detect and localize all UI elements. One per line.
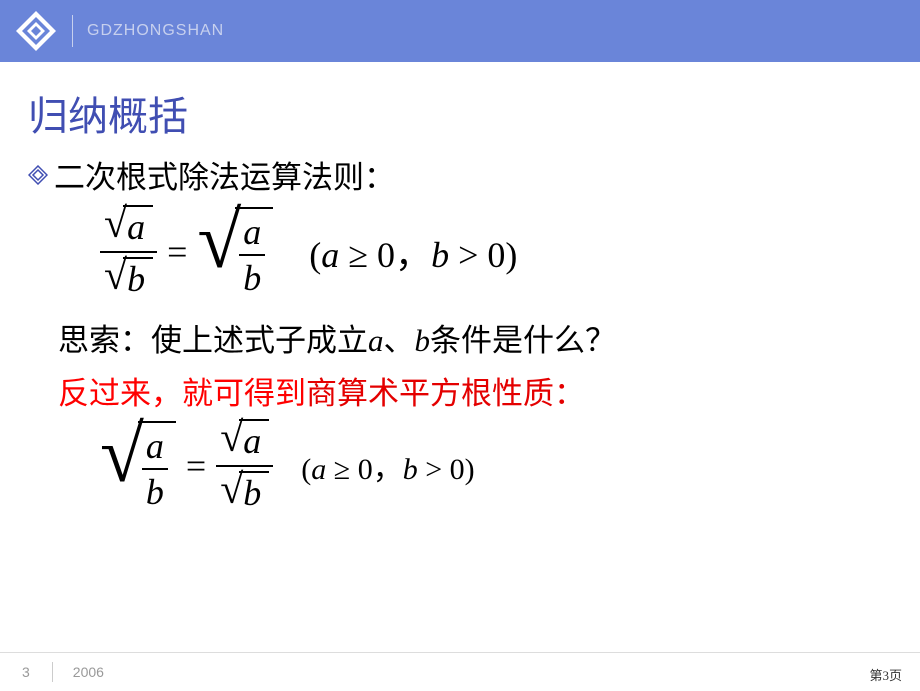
eq1-lhs-num: a bbox=[123, 205, 153, 245]
eq2-lhs-den: b bbox=[142, 472, 168, 512]
think-sep: 、 bbox=[384, 323, 415, 358]
eq1-condition: (a ≥ 0，b > 0) bbox=[309, 226, 517, 278]
eq1-rhs-den: b bbox=[239, 258, 265, 298]
eq2-lhs-num: a bbox=[142, 426, 168, 466]
bullet-text: 二次根式除法运算法则： bbox=[54, 152, 395, 197]
brand-text: GDZHONGSHAN bbox=[87, 22, 224, 40]
eq1-cond-b: b bbox=[431, 235, 449, 275]
footer-left: 3 2006 bbox=[0, 653, 124, 691]
footer-number: 3 bbox=[0, 664, 52, 680]
logo-icon bbox=[14, 9, 58, 53]
eq2-rhs-den: b bbox=[239, 471, 269, 511]
footer: 3 2006 第3页 bbox=[0, 652, 920, 690]
header-divider bbox=[72, 15, 73, 47]
eq2-expression: √ a b = √a √b bbox=[100, 417, 273, 515]
eq2-gt: > 0 bbox=[425, 453, 464, 486]
reverse-line: 反过来，就可得到商算术平方根性质： bbox=[58, 368, 892, 413]
eq1-ge: ≥ 0 bbox=[348, 235, 395, 275]
think-line: 思索：使上述式子成立a、b条件是什么？ bbox=[58, 315, 892, 360]
think-label: 思索：使上述式子成立 bbox=[58, 323, 368, 358]
page-title: 归纳概括 bbox=[28, 84, 892, 142]
diamond-bullet-icon bbox=[28, 165, 48, 185]
slide-body: 归纳概括 二次根式除法运算法则： √a √b = √ a b bbox=[0, 62, 920, 652]
bullet-row: 二次根式除法运算法则： bbox=[28, 152, 892, 197]
think-var-b: b bbox=[415, 323, 431, 358]
eq1-cond-a: a bbox=[321, 235, 339, 275]
footer-page: 第3页 bbox=[869, 665, 902, 684]
eq1-lhs-den: b bbox=[123, 257, 153, 297]
footer-year: 2006 bbox=[53, 664, 124, 680]
reverse-part2: 商算术平方根性质： bbox=[306, 376, 585, 411]
think-tail: 条件是什么？ bbox=[430, 323, 616, 358]
eq2-condition: (a ≥ 0，b > 0) bbox=[301, 444, 474, 488]
header-bar: GDZHONGSHAN bbox=[0, 0, 920, 62]
equation-2: √ a b = √a √b (a ≥ 0，b > 0) bbox=[100, 417, 892, 515]
eq1-gt: > 0 bbox=[458, 235, 505, 275]
eq2-cond-b: b bbox=[403, 453, 418, 486]
eq2-ge: ≥ 0 bbox=[334, 453, 373, 486]
logo bbox=[14, 9, 58, 53]
eq1-rhs-num: a bbox=[239, 212, 265, 252]
eq2-rhs-num: a bbox=[239, 419, 269, 459]
reverse-part1: 反过来，就可得到 bbox=[58, 376, 306, 411]
eq2-cond-a: a bbox=[311, 453, 326, 486]
think-var-a: a bbox=[368, 323, 384, 358]
equation-1: √a √b = √ a b (a ≥ 0，b > 0) bbox=[100, 203, 892, 301]
eq1-expression: √a √b = √ a b bbox=[100, 203, 273, 301]
